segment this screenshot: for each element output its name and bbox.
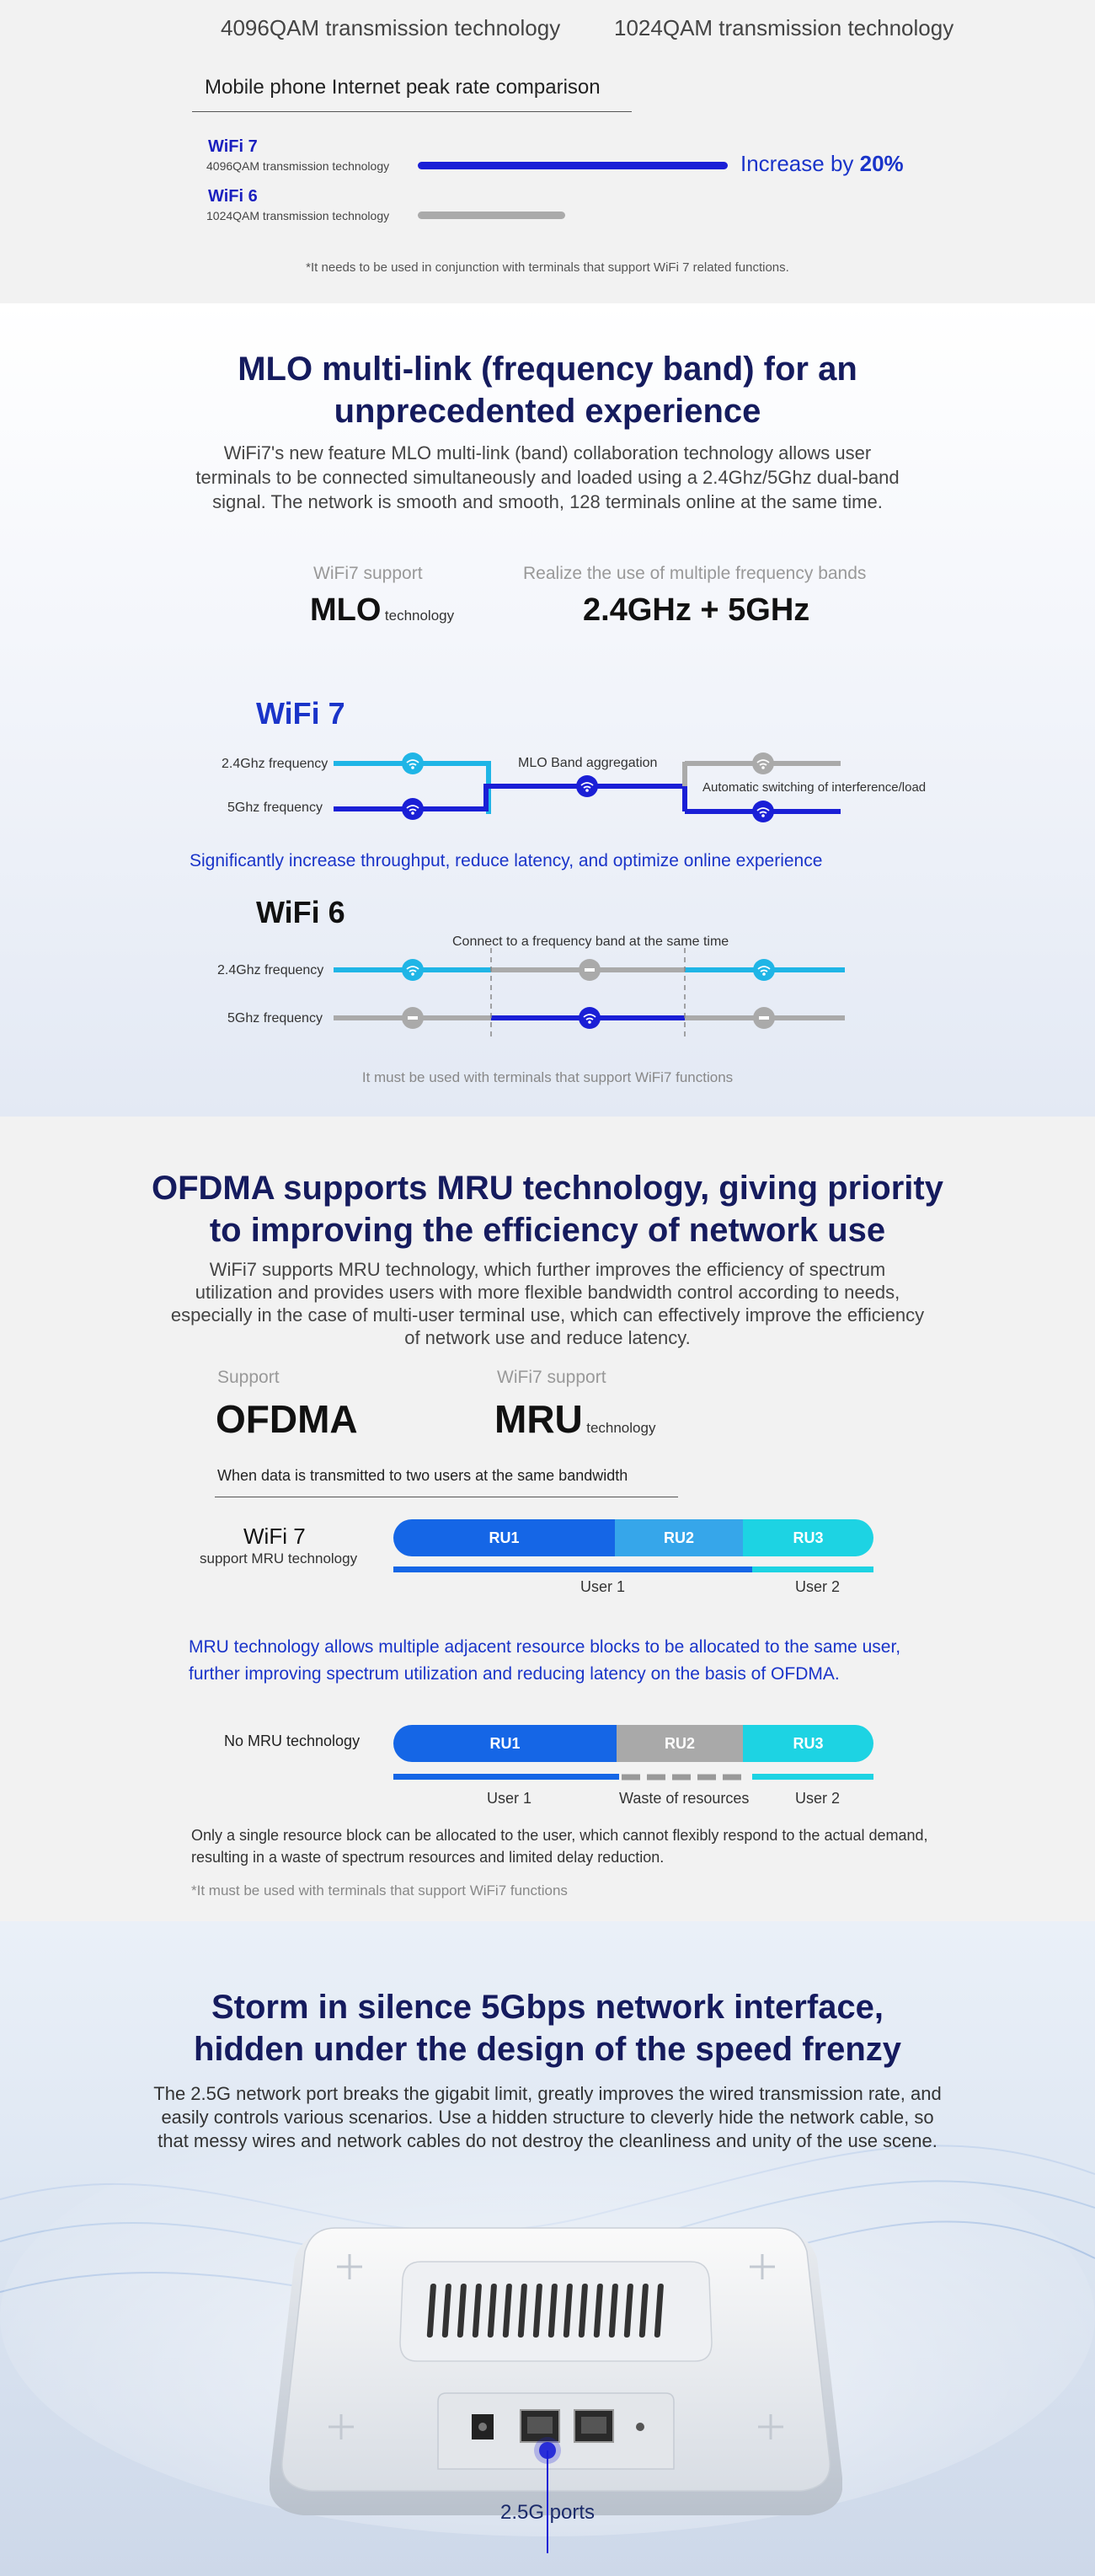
no-mru-explanation-1: Only a single resource block can be allo… [191, 1827, 928, 1844]
mlo-diagram [334, 752, 845, 1038]
mlo-benefit-note: Significantly increase throughput, reduc… [190, 851, 823, 870]
wifi7-diagram-title: WiFi 7 [256, 696, 345, 731]
ports-callout-label: 2.5G ports [499, 2501, 596, 2524]
wifi7-mru-sub: support MRU technology [200, 1550, 358, 1566]
port-title-line1: Storm in silence 5Gbps network interface… [211, 1989, 884, 2026]
wifi6-rate-label: WiFi 6 [208, 187, 258, 206]
wifi-icon [576, 775, 598, 797]
bands-value: 2.4GHz + 5GHz [583, 592, 810, 628]
wifi7-rate-label: WiFi 7 [208, 137, 258, 156]
wifi-icon [752, 801, 774, 822]
connect-one-band-label: Connect to a frequency band at the same … [452, 935, 729, 949]
minus-icon [402, 1007, 424, 1029]
mru-note-2: further improving spectrum utilization a… [189, 1664, 840, 1684]
no-mru-user1-label: User 1 [487, 1790, 532, 1807]
ru3-block: RU3 [743, 1519, 873, 1556]
comparison-title: Mobile phone Internet peak rate comparis… [205, 76, 601, 99]
wifi6-rate-bar [418, 212, 565, 219]
bandwidth-title: When data is transmitted to two users at… [217, 1467, 628, 1484]
wifi7-freq5-label: 5Ghz frequency [227, 801, 323, 815]
port-paragraph-3: that messy wires and network cables do n… [158, 2130, 937, 2151]
mlo-title-line2: unprecedented experience [334, 393, 761, 430]
user1-label: User 1 [580, 1578, 626, 1595]
qam-footnote: *It needs to be used in conjunction with… [306, 260, 789, 275]
wifi7-support-label: WiFi7 support [313, 564, 423, 583]
port-paragraph-1: The 2.5G network port breaks the gigabit… [153, 2083, 942, 2104]
network-port-section: Storm in silence 5Gbps network interface… [0, 1921, 1095, 2576]
ru1-block: RU1 [393, 1519, 615, 1556]
increase-text: Increase by 20% [740, 151, 904, 176]
ofdma-title-line1: OFDMA supports MRU technology, giving pr… [152, 1170, 943, 1207]
port-paragraph-2: easily controls various scenarios. Use a… [161, 2107, 934, 2128]
no-mru-ru1-block: RU1 [393, 1725, 617, 1762]
no-mru-label: No MRU technology [224, 1733, 361, 1749]
ofdma-paragraph-2: utilization and provides users with more… [195, 1282, 900, 1303]
auto-switch-label: Automatic switching of interference/load [702, 780, 927, 795]
mlo-paragraph-2: terminals to be connected simultaneously… [195, 467, 900, 488]
wifi-icon [579, 1007, 601, 1029]
wifi-icon [753, 959, 775, 981]
mlo-paragraph-1: WiFi7's new feature MLO multi-link (band… [223, 442, 872, 463]
ofdma-paragraph-1: WiFi7 supports MRU technology, which fur… [209, 1259, 886, 1280]
wifi7-freq24-label: 2.4Ghz frequency [222, 757, 328, 771]
mru-technology: MRU technology [494, 1397, 656, 1441]
mlo-paragraph-3: signal. The network is smooth and smooth… [212, 491, 883, 512]
no-mru-user1-bar [393, 1774, 619, 1780]
ofdma-title-line2: to improving the efficiency of network u… [209, 1212, 886, 1249]
no-mru-ru3-block: RU3 [743, 1725, 873, 1762]
bands-label: Realize the use of multiple frequency ba… [523, 564, 867, 583]
access-point-device [270, 2227, 842, 2553]
ofdma-paragraph-4: of network use and reduce latency. [404, 1327, 691, 1348]
wifi6-rate-sub: 1024QAM transmission technology [206, 209, 390, 222]
wifi6-diagram-title: WiFi 6 [256, 895, 345, 929]
mlo-technology: MLO technology [310, 592, 455, 628]
no-mru-user2-label: User 2 [795, 1790, 841, 1807]
waste-dashed-bar [622, 1774, 748, 1781]
support-label: Support [217, 1368, 280, 1387]
tech-left-caption: 4096QAM transmission technology [221, 15, 561, 40]
wifi-icon [752, 752, 774, 774]
minus-icon [579, 959, 601, 981]
ofdma-value: OFDMA [216, 1397, 358, 1441]
ofdma-footnote: *It must be used with terminals that sup… [191, 1882, 568, 1899]
user1-span-bar [393, 1566, 752, 1572]
port-title-line2: hidden under the design of the speed fre… [193, 2031, 902, 2068]
wifi7-rate-sub: 4096QAM transmission technology [206, 159, 390, 173]
mlo-title-line1: MLO multi-link (frequency band) for an [238, 351, 857, 388]
mlo-section: MLO multi-link (frequency band) for an u… [0, 303, 1095, 1117]
no-mru-ru2-block: RU2 [617, 1725, 743, 1762]
no-mru-explanation-2: resulting in a waste of spectrum resourc… [191, 1849, 665, 1866]
user2-span-bar [752, 1566, 873, 1572]
ru2-block: RU2 [615, 1519, 743, 1556]
comparison-divider [192, 111, 632, 112]
tech-right-caption: 1024QAM transmission technology [614, 15, 954, 40]
ofdma-section: OFDMA supports MRU technology, giving pr… [0, 1117, 1095, 1921]
qam-comparison-section: 4096QAM transmission technology 1024QAM … [0, 0, 1095, 303]
wifi6-freq5-label: 5Ghz frequency [227, 1011, 323, 1026]
wifi-icon [402, 798, 424, 820]
mlo-footnote: It must be used with terminals that supp… [361, 1069, 734, 1085]
no-mru-user2-bar [752, 1774, 873, 1780]
user2-label: User 2 [795, 1578, 841, 1595]
mru-note-1: MRU technology allows multiple adjacent … [189, 1637, 901, 1657]
reset-button [636, 2423, 644, 2431]
wifi-icon [402, 959, 424, 981]
wifi6-freq24-label: 2.4Ghz frequency [217, 963, 324, 977]
waste-label: Waste of resources [619, 1790, 750, 1807]
mlo-aggregation-label: MLO Band aggregation [518, 756, 658, 770]
wifi7-rate-bar [418, 162, 728, 169]
wifi-icon [402, 752, 424, 774]
ofdma-paragraph-3: especially in the case of multi-user ter… [170, 1304, 925, 1325]
wifi7-mru-support-label: WiFi7 support [497, 1368, 606, 1387]
minus-icon [753, 1007, 775, 1029]
wifi7-mru-label: WiFi 7 [243, 1524, 306, 1549]
